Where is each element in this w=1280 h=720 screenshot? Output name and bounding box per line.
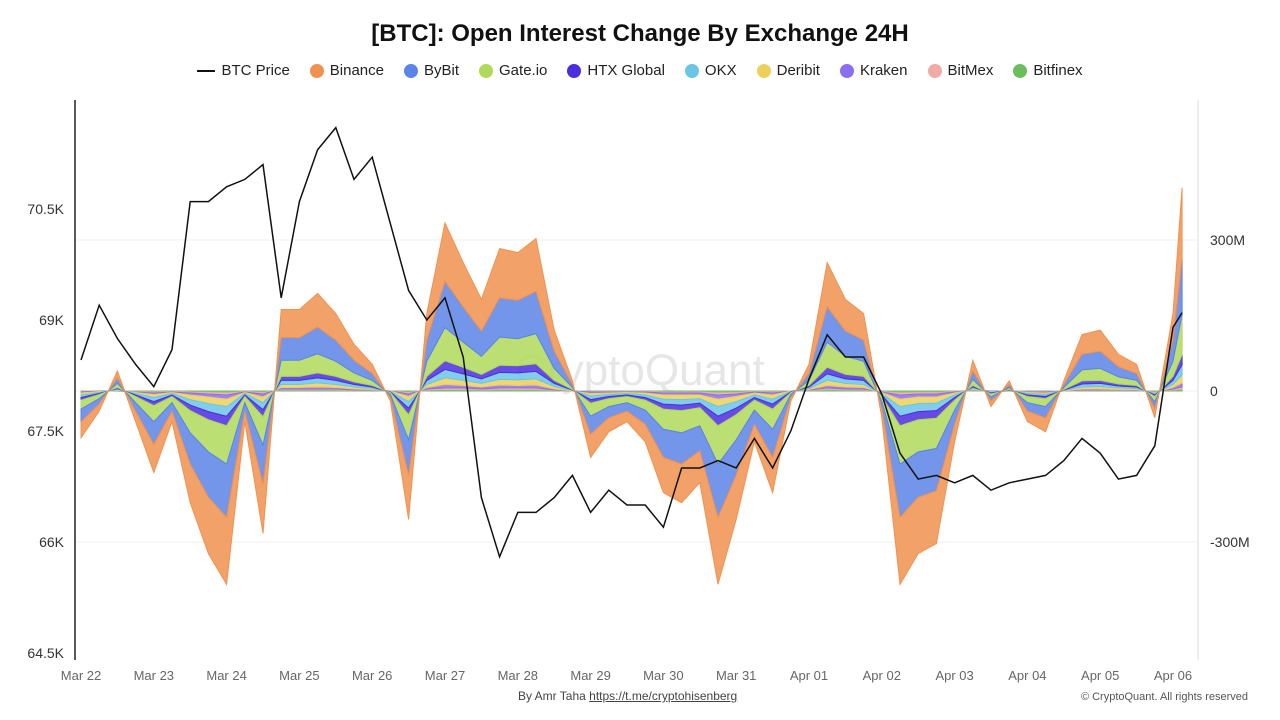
x-tick-label: Apr 06 [1154, 668, 1192, 683]
legend-item-htx-global[interactable]: HTX Global [567, 62, 665, 79]
x-tick-label: Apr 05 [1081, 668, 1119, 683]
legend-label: BTC Price [221, 62, 290, 79]
legend-item-kraken[interactable]: Kraken [839, 62, 908, 79]
right-tick-label: 300M [1210, 232, 1245, 248]
legend-label: ByBit [424, 62, 460, 79]
legend-item-bybit[interactable]: ByBit [404, 62, 459, 79]
legend-label: OKX [704, 62, 737, 79]
author-link[interactable]: https://t.me/cryptohisenberg [589, 689, 738, 703]
x-tick-label: Mar 29 [570, 668, 610, 683]
x-tick-label: Apr 03 [935, 668, 973, 683]
area-binance [80, 187, 1183, 586]
legend-label: Deribit [776, 62, 820, 79]
legend-label: Bitfinex [1033, 62, 1083, 79]
legend-label: Binance [329, 62, 384, 79]
author-text: By Amr Taha [518, 689, 586, 703]
circle-swatch-icon [927, 63, 942, 78]
x-tick-label: Mar 26 [352, 668, 392, 683]
footer-credit: By Amr Taha https://t.me/cryptohisenberg [518, 689, 737, 703]
legend-label: HTX Global [587, 62, 665, 79]
legend-item-gate-io[interactable]: Gate.io [479, 62, 547, 79]
x-tick-label: Mar 31 [716, 668, 756, 683]
x-tick-label: Mar 27 [425, 668, 465, 683]
right-tick-label: -300M [1210, 534, 1250, 550]
legend-label: Gate.io [499, 62, 548, 79]
left-tick-label: 66K [39, 534, 65, 550]
circle-swatch-icon [404, 63, 418, 78]
x-tick-label: Apr 01 [790, 668, 828, 683]
legend-item-bitmex[interactable]: BitMex [927, 62, 994, 79]
legend-item-okx[interactable]: OKX [684, 62, 737, 79]
legend: BTC Price Binance ByBit Gate.io HTX Global O… [0, 62, 1280, 79]
circle-swatch-icon [567, 63, 582, 78]
x-tick-label: Mar 25 [279, 668, 319, 683]
left-tick-label: 64.5K [27, 645, 64, 661]
btc-price-line [80, 126, 1183, 560]
x-tick-label: Mar 22 [61, 668, 101, 683]
circle-swatch-icon [479, 63, 494, 78]
circle-swatch-icon [684, 63, 699, 78]
circle-swatch-icon [756, 63, 771, 78]
left-tick-label: 70.5K [27, 201, 64, 217]
x-tick-label: Apr 04 [1008, 668, 1046, 683]
legend-label: BitMex [947, 62, 994, 79]
x-tick-label: Apr 02 [863, 668, 901, 683]
copyright: © CryptoQuant. All rights reserved [1080, 691, 1248, 703]
line-swatch-icon [197, 69, 216, 72]
legend-label: Kraken [859, 62, 908, 79]
legend-item-deribit[interactable]: Deribit [756, 62, 820, 79]
chart-title: [BTC]: Open Interest Change By Exchange … [371, 20, 909, 47]
x-tick-label: Mar 28 [498, 668, 538, 683]
circle-swatch-icon [839, 63, 854, 78]
circle-swatch-icon [1013, 63, 1028, 78]
x-tick-label: Mar 24 [206, 668, 246, 683]
legend-item-bitfinex[interactable]: Bitfinex [1013, 62, 1083, 79]
legend-item-btc-price[interactable]: BTC Price [197, 62, 290, 79]
x-tick-label: Mar 30 [643, 668, 683, 683]
left-tick-label: 69K [39, 312, 65, 328]
right-tick-label: 0 [1210, 383, 1218, 399]
left-tick-label: 67.5K [27, 423, 64, 439]
legend-item-binance[interactable]: Binance [309, 62, 384, 79]
x-tick-label: Mar 23 [134, 668, 174, 683]
circle-swatch-icon [309, 63, 324, 78]
